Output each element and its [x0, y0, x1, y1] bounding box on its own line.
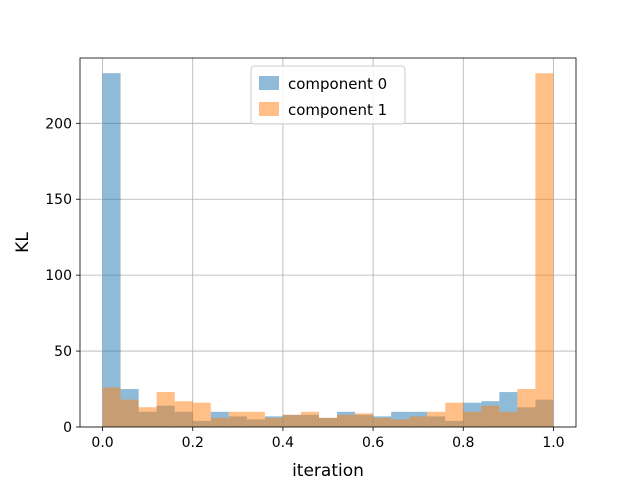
bar-component-1 — [246, 411, 265, 427]
bar-component-1 — [156, 392, 175, 427]
legend-label-component-0: component 0 — [288, 75, 387, 93]
x-tick-label: 1.0 — [542, 435, 564, 451]
y-tick-label: 0 — [63, 420, 72, 436]
bar-component-1 — [481, 405, 500, 427]
bar-component-1 — [300, 411, 319, 427]
bar-component-1 — [210, 417, 229, 427]
legend: component 0 component 1 — [250, 65, 406, 125]
bar-component-1 — [228, 411, 247, 427]
x-tick-label: 0.8 — [452, 435, 474, 451]
bar-component-1 — [445, 402, 464, 427]
legend-box — [250, 65, 406, 125]
bar-component-1 — [174, 401, 193, 427]
bar-component-1 — [120, 399, 139, 427]
y-tick-label: 200 — [45, 116, 72, 132]
bar-component-1 — [427, 411, 446, 427]
legend-label-component-1: component 1 — [288, 101, 387, 119]
bar-component-1 — [517, 389, 536, 427]
bar-component-1 — [499, 411, 518, 427]
x-tick-label: 0.6 — [362, 435, 384, 451]
x-axis-label: iteration — [292, 461, 364, 480]
x-axis-ticks: 0.0 0.2 0.4 0.6 0.8 1.0 — [91, 427, 565, 451]
bar-component-1 — [102, 387, 121, 427]
bar-component-1 — [282, 414, 301, 427]
legend-swatch-component-1 — [259, 102, 279, 116]
x-tick-label: 0.2 — [182, 435, 204, 451]
bar-component-0 — [102, 73, 121, 428]
bar-component-1 — [409, 416, 428, 427]
legend-swatch-component-0 — [259, 76, 279, 90]
bar-component-1 — [264, 417, 283, 427]
bar-component-1 — [355, 413, 374, 427]
bar-component-1 — [337, 414, 356, 427]
y-tick-label: 100 — [45, 268, 72, 284]
y-tick-label: 150 — [45, 192, 72, 208]
bar-component-1 — [391, 419, 410, 427]
bar-component-1 — [463, 411, 482, 427]
bar-component-1 — [535, 73, 554, 428]
bar-component-1 — [373, 417, 392, 427]
plot-frame — [79, 57, 577, 428]
histogram-bars — [102, 73, 554, 428]
bar-component-1 — [138, 407, 157, 427]
x-tick-label: 0.4 — [272, 435, 294, 451]
y-axis-ticks: 0 50 100 150 200 — [45, 116, 80, 436]
x-tick-label: 0.0 — [91, 435, 113, 451]
y-axis-label: KL — [13, 232, 33, 253]
bar-component-1 — [318, 417, 338, 427]
y-tick-label: 50 — [54, 344, 72, 360]
bar-component-1 — [192, 402, 211, 427]
